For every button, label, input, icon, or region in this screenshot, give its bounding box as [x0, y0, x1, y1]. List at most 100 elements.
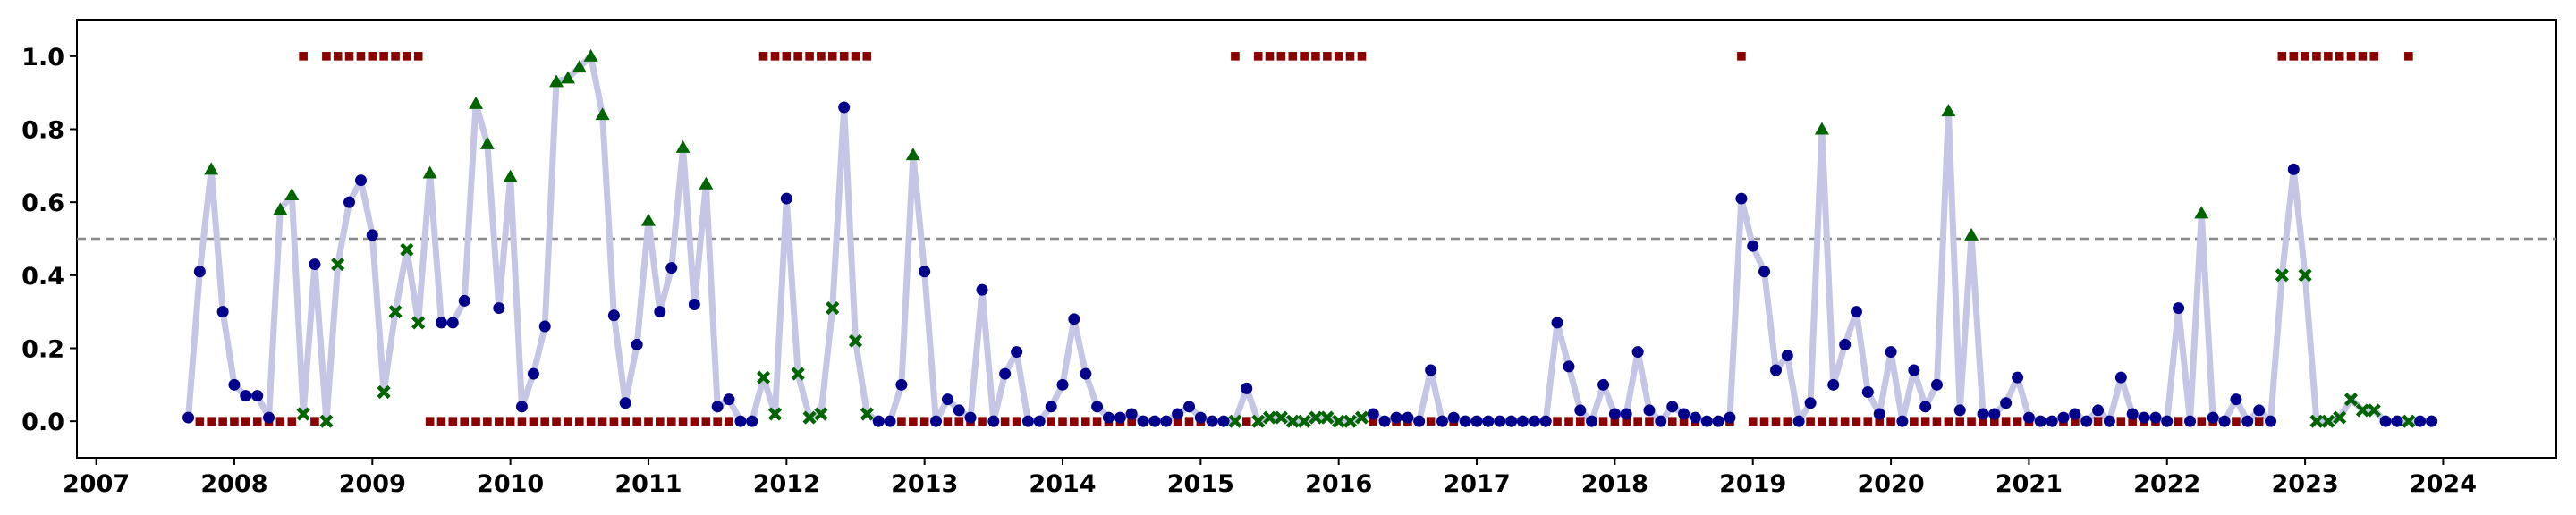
flag-marker [2312, 52, 2321, 61]
point [2012, 371, 2024, 384]
flag-marker [2289, 52, 2299, 61]
flag-marker [862, 52, 872, 61]
point [987, 415, 1000, 427]
point [1608, 408, 1621, 420]
missed-low-point [767, 407, 783, 421]
flag-marker [2277, 52, 2287, 61]
missed-low-point [331, 257, 345, 272]
point [1021, 415, 1034, 427]
missed-low-point [2298, 268, 2312, 283]
point [734, 415, 747, 427]
flag-marker [678, 417, 688, 426]
point [688, 299, 700, 310]
point [2218, 415, 2231, 427]
missed-low-point [1343, 414, 1358, 428]
point [1137, 415, 1149, 427]
point [1378, 415, 1391, 427]
point [1447, 411, 1460, 424]
flag-marker [909, 417, 918, 426]
point [1102, 411, 1114, 424]
point [1620, 408, 1632, 420]
flag-marker [655, 417, 665, 426]
flag-marker [2232, 417, 2241, 426]
missed-low-point [826, 300, 840, 316]
point [2253, 404, 2266, 417]
point [1091, 401, 1104, 413]
flag-marker [943, 417, 953, 426]
flag-marker [1080, 417, 1090, 426]
point [1183, 401, 1196, 413]
point [1804, 397, 1817, 409]
flag-marker [2358, 52, 2368, 61]
missed-high-point [1814, 122, 1829, 135]
point [2000, 397, 2012, 409]
flag-marker [1173, 417, 1182, 426]
y-tick-label: 0.4 [21, 263, 64, 291]
flag-marker [1955, 417, 1965, 426]
point [251, 390, 264, 402]
flag-marker [954, 417, 964, 426]
flag-marker [230, 417, 239, 426]
flag-marker [1771, 417, 1781, 426]
point [1873, 408, 1885, 420]
point [216, 306, 229, 318]
x-tick-label: 2009 [339, 470, 406, 498]
x-tick-label: 2018 [1581, 470, 1648, 498]
flag-marker [495, 417, 504, 426]
point [1528, 415, 1540, 427]
missed-low-point [791, 367, 805, 381]
missed-low-point [1309, 410, 1323, 425]
point [999, 367, 1012, 380]
flag-marker [851, 52, 860, 61]
missed-low-point [802, 410, 817, 425]
missed-high-point [595, 107, 610, 121]
point [1470, 415, 1483, 427]
flag-marker [758, 52, 768, 61]
flag-marker [644, 417, 653, 426]
point [1885, 346, 1897, 359]
point [2138, 411, 2150, 424]
flag-marker [333, 52, 343, 61]
flag-marker [1575, 417, 1585, 426]
missed-low-point [2321, 414, 2335, 428]
flag-marker [1184, 417, 1194, 426]
missed-high-point [572, 60, 587, 73]
point [2149, 411, 2162, 424]
point [1217, 415, 1230, 427]
point [2230, 393, 2242, 406]
point [1792, 415, 1805, 427]
flag-marker [1334, 52, 1343, 61]
flag-marker [632, 417, 641, 426]
point [182, 411, 195, 424]
x-tick-label: 2007 [63, 470, 130, 498]
missed-high-point [675, 139, 691, 153]
point [1425, 364, 1437, 376]
flag-marker [1253, 52, 1263, 61]
point [1988, 408, 2001, 420]
flag-marker [1967, 417, 1976, 426]
point [964, 411, 977, 424]
flag-marker [2071, 417, 2080, 426]
point [1505, 415, 1518, 427]
flag-marker [2254, 417, 2264, 426]
point [953, 404, 965, 417]
flag-marker [1345, 52, 1355, 61]
point [2126, 408, 2139, 420]
point [2173, 302, 2185, 315]
flag-marker [586, 417, 596, 426]
flag-marker [299, 52, 308, 61]
flag-marker [1622, 417, 1631, 426]
flag-marker [517, 417, 527, 426]
point [228, 378, 241, 391]
flag-marker [805, 52, 814, 61]
x-tick-label: 2015 [1167, 470, 1234, 498]
flag-marker [322, 52, 331, 61]
point [976, 283, 988, 296]
flag-marker [368, 52, 377, 61]
point [1194, 411, 1207, 424]
point [723, 393, 735, 406]
missed-high-point [560, 71, 575, 84]
flag-marker [2346, 52, 2356, 61]
point [1056, 378, 1069, 391]
flag-marker [2174, 417, 2183, 426]
